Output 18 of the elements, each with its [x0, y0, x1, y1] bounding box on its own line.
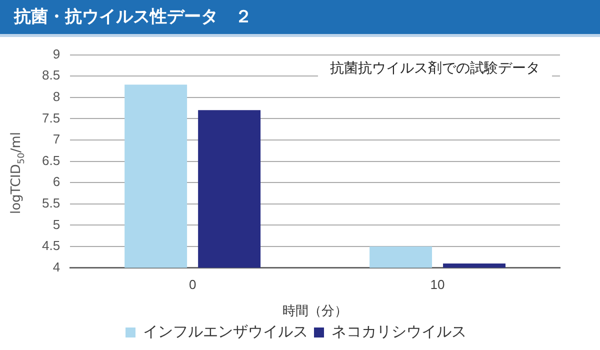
- y-tick-label: 4.5: [42, 238, 60, 254]
- y-tick-label: 8.5: [42, 68, 60, 83]
- annotation: 抗菌抗ウイルス剤での試験データ: [330, 60, 540, 76]
- y-tick-label: 5.5: [42, 195, 60, 210]
- y-tick-label: 9: [52, 46, 60, 62]
- x-tick-label: 10: [430, 277, 445, 292]
- x-tick-label: 0: [188, 277, 196, 292]
- y-tick-label: 8: [52, 88, 60, 104]
- y-tick-label: 5: [52, 216, 60, 232]
- legend-label: インフルエンザウイルス: [143, 322, 308, 340]
- y-tick-label: 4: [52, 259, 60, 274]
- y-tick-label: 6.5: [42, 152, 60, 168]
- y-tick-label: 7: [52, 132, 60, 147]
- x-axis-title: 時間（分）: [282, 302, 348, 318]
- y-tick-label: 7.5: [42, 110, 60, 126]
- chart-title: 抗菌・抗ウイルス性データ ２: [0, 0, 600, 37]
- y-tick-label: 6: [52, 174, 60, 190]
- legend-label: ネコカリシウイルス: [332, 322, 466, 340]
